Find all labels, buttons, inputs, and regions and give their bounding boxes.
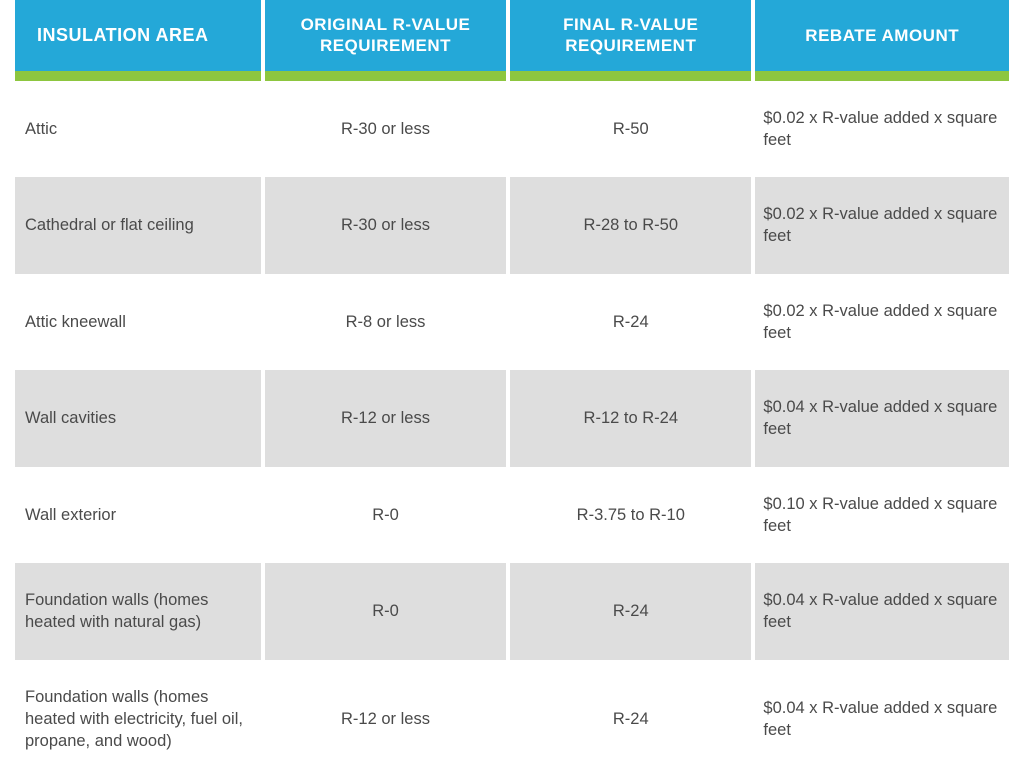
cell-area: Attic kneewall — [15, 274, 261, 371]
cell-final: R-24 — [510, 274, 751, 371]
table-row: Wall exterior R-0 R-3.75 to R-10 $0.10 x… — [15, 467, 1009, 564]
table-header-row: INSULATION AREA ORIGINAL R-VALUE REQUIRE… — [15, 0, 1009, 71]
cell-final: R-50 — [510, 81, 751, 178]
cell-area: Foundation walls (homes heated with elec… — [15, 660, 261, 778]
cell-rebate: $0.02 x R-value added x square feet — [755, 177, 1009, 274]
cell-rebate: $0.02 x R-value added x square feet — [755, 274, 1009, 371]
table-row: Foundation walls (homes heated with natu… — [15, 563, 1009, 660]
cell-area: Wall exterior — [15, 467, 261, 564]
cell-original: R-8 or less — [265, 274, 506, 371]
table-row: Wall cavities R-12 or less R-12 to R-24 … — [15, 370, 1009, 467]
cell-area: Attic — [15, 81, 261, 178]
header-accent-strip — [15, 71, 1009, 81]
cell-final: R-12 to R-24 — [510, 370, 751, 467]
cell-original: R-0 — [265, 563, 506, 660]
cell-original: R-0 — [265, 467, 506, 564]
cell-final: R-3.75 to R-10 — [510, 467, 751, 564]
insulation-rebate-table: INSULATION AREA ORIGINAL R-VALUE REQUIRE… — [11, 0, 1013, 778]
cell-original: R-30 or less — [265, 81, 506, 178]
cell-final: R-28 to R-50 — [510, 177, 751, 274]
cell-final: R-24 — [510, 563, 751, 660]
cell-original: R-12 or less — [265, 660, 506, 778]
cell-rebate: $0.04 x R-value added x square feet — [755, 660, 1009, 778]
cell-final: R-24 — [510, 660, 751, 778]
cell-area: Wall cavities — [15, 370, 261, 467]
col-header-original: ORIGINAL R-VALUE REQUIREMENT — [265, 0, 506, 71]
col-header-area: INSULATION AREA — [15, 0, 261, 71]
table-row: Cathedral or flat ceiling R-30 or less R… — [15, 177, 1009, 274]
cell-original: R-12 or less — [265, 370, 506, 467]
cell-area: Foundation walls (homes heated with natu… — [15, 563, 261, 660]
cell-rebate: $0.02 x R-value added x square feet — [755, 81, 1009, 178]
table-row: Foundation walls (homes heated with elec… — [15, 660, 1009, 778]
table-row: Attic kneewall R-8 or less R-24 $0.02 x … — [15, 274, 1009, 371]
cell-rebate: $0.10 x R-value added x square feet — [755, 467, 1009, 564]
cell-original: R-30 or less — [265, 177, 506, 274]
table-row: Attic R-30 or less R-50 $0.02 x R-value … — [15, 81, 1009, 178]
cell-rebate: $0.04 x R-value added x square feet — [755, 563, 1009, 660]
cell-rebate: $0.04 x R-value added x square feet — [755, 370, 1009, 467]
cell-area: Cathedral or flat ceiling — [15, 177, 261, 274]
col-header-rebate: REBATE AMOUNT — [755, 0, 1009, 71]
col-header-final: FINAL R-VALUE REQUIREMENT — [510, 0, 751, 71]
